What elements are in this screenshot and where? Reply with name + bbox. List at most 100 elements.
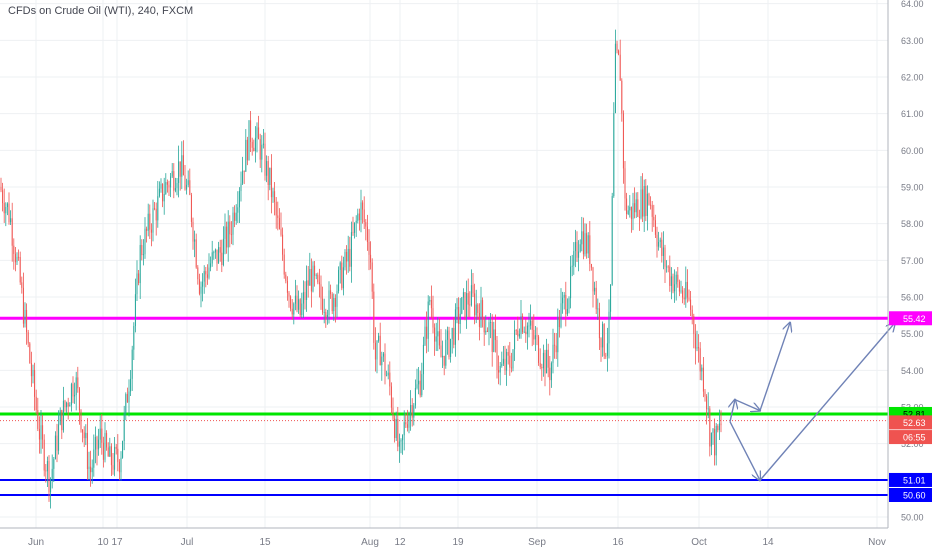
candle-body [318, 282, 320, 285]
candle-body [453, 328, 455, 345]
candle-body [176, 182, 178, 189]
chart-title: CFDs on Crude Oil (WTI), 240, FXCM [8, 5, 194, 17]
candle-body [133, 326, 135, 350]
y-tick-label: 57.00 [901, 256, 924, 266]
x-tick-label: Jun [28, 537, 44, 548]
candle-body [282, 234, 284, 255]
candle-body [530, 320, 532, 326]
candle-body [11, 218, 13, 246]
candle-body [154, 208, 156, 210]
candle-body [419, 380, 421, 396]
candle-body [262, 143, 264, 145]
candle-body [432, 308, 434, 328]
candle-body [499, 365, 501, 373]
candle-body [554, 344, 556, 346]
candle-body [184, 175, 186, 190]
candle-body [506, 352, 508, 371]
candle-body [56, 435, 58, 451]
candle-body [442, 355, 444, 358]
candle-body [312, 265, 314, 292]
arrows-layer [730, 323, 895, 481]
candle-body [48, 461, 50, 493]
candle-body [560, 303, 562, 327]
y-tick-label: 52.00 [901, 439, 924, 449]
x-tick-label: Sep [528, 537, 546, 548]
level-price-label-bg [889, 472, 932, 487]
candle-body [64, 400, 66, 408]
candle-body [566, 308, 568, 315]
candle-body [323, 312, 325, 313]
x-tick-label: 10 [97, 537, 109, 548]
candle-body [646, 193, 648, 216]
candle-body [597, 308, 599, 310]
candle-body [298, 299, 300, 310]
candle-body [146, 228, 148, 231]
candle-body [605, 355, 607, 357]
candle-body [472, 285, 474, 294]
candle-body [334, 297, 336, 307]
candle-body [283, 254, 285, 275]
candle-body [110, 446, 112, 466]
x-tick-label: 17 [111, 537, 123, 548]
candle-body [696, 347, 698, 349]
candle-body [261, 144, 263, 160]
candle-body [192, 221, 194, 242]
candle-body [293, 303, 295, 315]
candle-body [205, 271, 207, 275]
candle-body [285, 274, 287, 281]
candle-body [698, 347, 700, 349]
candle-body [58, 424, 60, 451]
candle-body [214, 249, 216, 253]
candle-body [195, 239, 197, 268]
candle-body [178, 161, 180, 183]
candle-body [613, 113, 615, 197]
candle-body [422, 344, 424, 375]
candle-body [40, 425, 42, 440]
candle-body [32, 369, 34, 377]
candle-body [496, 340, 498, 371]
candle-body [632, 203, 634, 219]
candle-body [563, 294, 565, 298]
candle-body [643, 185, 645, 217]
candle-body [186, 184, 188, 190]
candle-body [714, 428, 716, 456]
candle-body [579, 244, 581, 252]
candle-body [651, 205, 653, 217]
candle-body [715, 425, 717, 456]
candle-body [421, 374, 423, 396]
candle-body [610, 284, 612, 312]
candle-body [258, 127, 260, 140]
candle-body [470, 285, 472, 306]
candle-body [104, 432, 106, 460]
candle-body [8, 203, 10, 223]
candle-body [717, 425, 719, 431]
level-price-label: 52.81 [903, 409, 926, 419]
candle-body [16, 256, 18, 263]
candle-body [478, 312, 480, 327]
candle-body [373, 291, 375, 343]
candle-body [424, 326, 426, 345]
candle-body [62, 400, 64, 431]
candle-body [550, 363, 552, 381]
candle-body [509, 355, 511, 368]
candle-body [371, 262, 373, 292]
candle-body [627, 210, 629, 215]
y-tick-label: 58.00 [901, 219, 924, 229]
candles-layer [0, 29, 722, 509]
candle-body [310, 269, 312, 292]
candle-body [299, 299, 301, 316]
candle-body [429, 300, 431, 302]
candle-body [619, 54, 621, 81]
candle-body [347, 248, 349, 262]
y-tick-label: 50.00 [901, 513, 924, 523]
candle-body [306, 280, 308, 300]
y-tick-label: 63.00 [901, 36, 924, 46]
candle-body [397, 418, 399, 447]
candle-body [14, 253, 16, 263]
candle-body [570, 266, 572, 299]
candle-body [269, 167, 271, 185]
candle-body [674, 284, 676, 292]
candle-body [126, 394, 128, 403]
candle-body [250, 120, 252, 142]
